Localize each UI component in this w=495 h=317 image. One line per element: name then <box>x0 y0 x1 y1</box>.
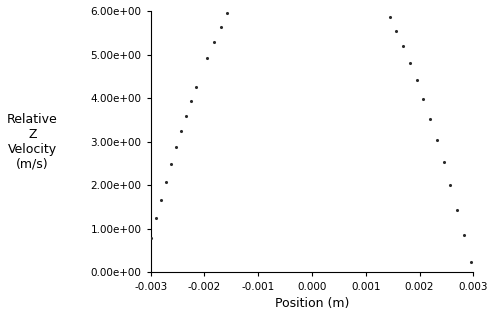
Point <box>446 183 454 188</box>
Point <box>162 179 170 184</box>
Point <box>419 97 427 102</box>
Point <box>177 129 185 134</box>
Point <box>193 84 200 89</box>
Point <box>433 137 441 142</box>
X-axis label: Position (m): Position (m) <box>275 297 349 310</box>
Point <box>460 232 468 237</box>
Point <box>440 159 447 165</box>
Point <box>152 216 160 221</box>
Point <box>172 145 180 150</box>
Point <box>157 197 165 202</box>
Point <box>223 11 231 16</box>
Point <box>182 113 190 118</box>
Point <box>467 259 475 264</box>
Point <box>399 44 407 49</box>
Point <box>187 98 195 103</box>
Point <box>453 207 461 212</box>
Point <box>167 162 175 167</box>
Point <box>217 25 225 30</box>
Point <box>413 78 421 83</box>
Point <box>210 40 218 45</box>
Point <box>230 0 238 3</box>
Point <box>393 29 400 34</box>
Y-axis label: Relative
Z
Velocity
(m/s): Relative Z Velocity (m/s) <box>7 113 58 171</box>
Point <box>379 1 387 6</box>
Point <box>147 235 154 240</box>
Point <box>203 56 211 61</box>
Point <box>406 60 414 65</box>
Point <box>426 116 434 121</box>
Point <box>386 14 394 19</box>
